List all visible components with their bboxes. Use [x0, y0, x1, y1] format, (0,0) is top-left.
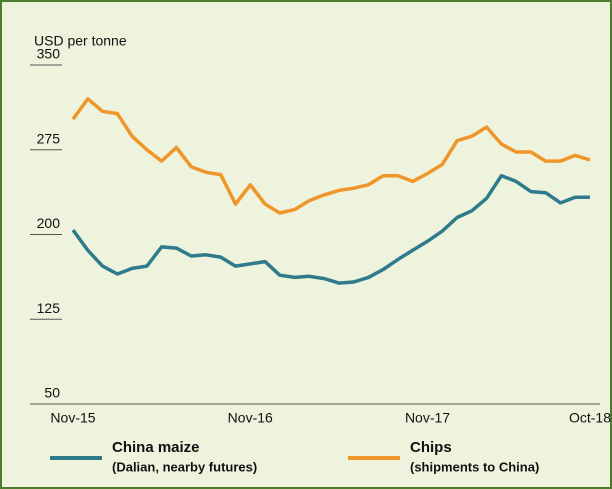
legend-label: China maize [112, 439, 200, 456]
y-tick-label: 200 [37, 215, 61, 231]
y-tick-label: 275 [37, 130, 61, 146]
x-tick-label: Nov-16 [228, 410, 273, 426]
y-tick-label: 350 [37, 46, 61, 62]
y-tick-label: 50 [44, 385, 60, 401]
legend-label: Chips [410, 439, 452, 456]
legend-description: (shipments to China) [410, 459, 539, 474]
y-axis-label: USD per tonne [34, 33, 127, 49]
x-tick-label: Nov-15 [50, 410, 95, 426]
legend-description: (Dalian, nearby futures) [112, 459, 257, 474]
y-tick-label: 125 [37, 300, 61, 316]
x-tick-label: Nov-17 [405, 410, 450, 426]
data-line [71, 173, 590, 285]
data-line [71, 97, 591, 215]
x-tick-label: Oct-18 [569, 410, 611, 426]
